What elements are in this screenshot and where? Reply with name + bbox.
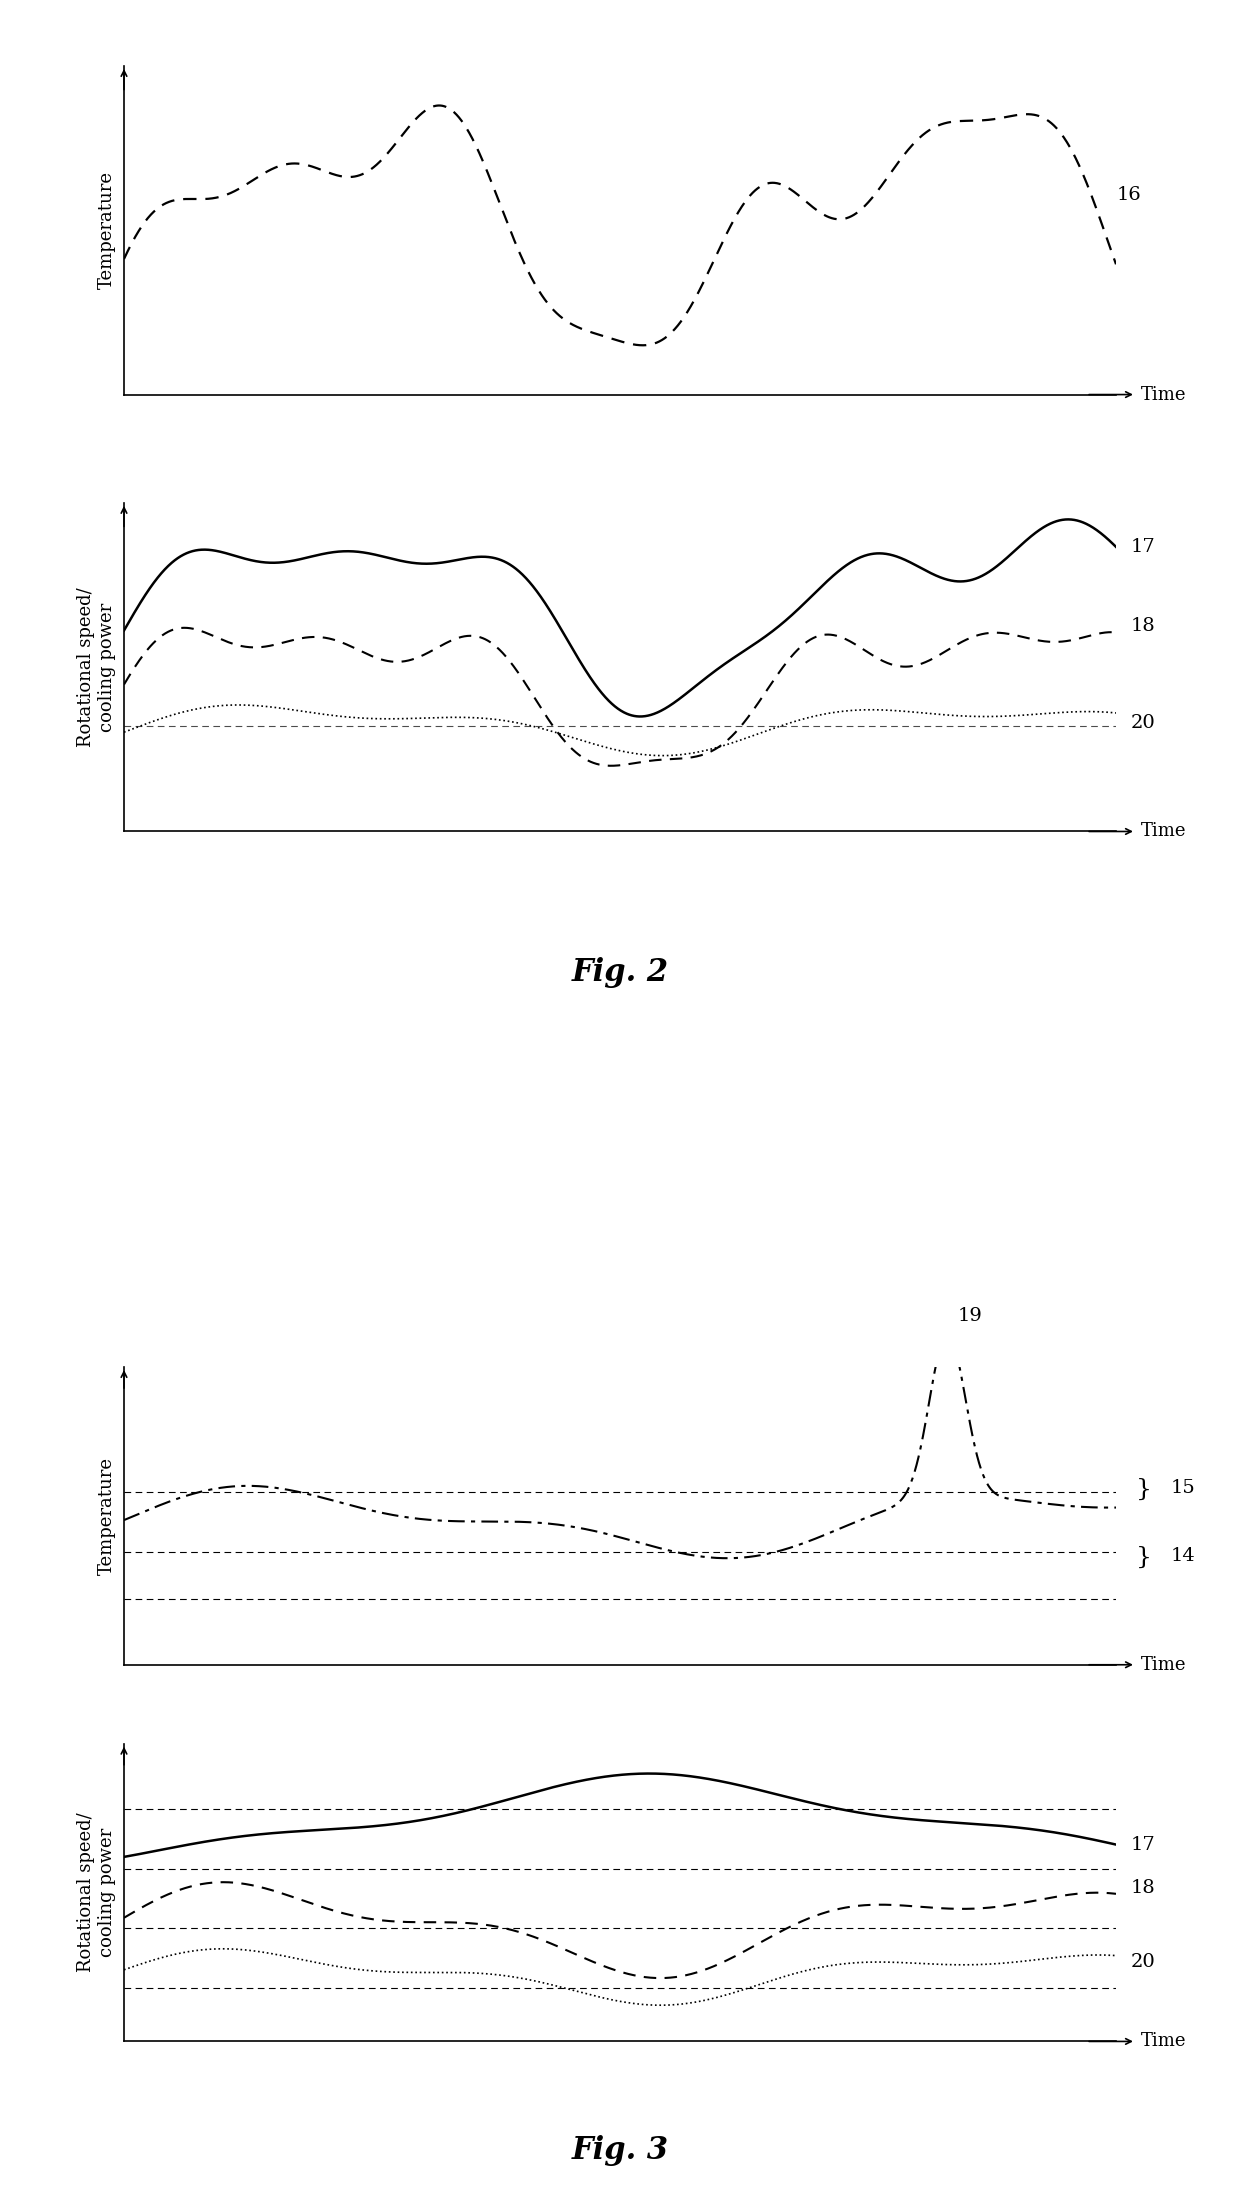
Text: 19: 19 — [957, 1306, 982, 1326]
Text: 16: 16 — [1116, 185, 1141, 203]
Text: }: } — [1136, 1478, 1152, 1500]
Text: 18: 18 — [1131, 617, 1156, 634]
Text: Time: Time — [1141, 1656, 1187, 1674]
Y-axis label: Rotational speed/
cooling power: Rotational speed/ cooling power — [77, 1812, 115, 1973]
Text: Fig. 2: Fig. 2 — [572, 958, 668, 989]
Y-axis label: Temperature: Temperature — [98, 172, 115, 288]
Y-axis label: Temperature: Temperature — [98, 1458, 115, 1574]
Y-axis label: Rotational speed/
cooling power: Rotational speed/ cooling power — [77, 588, 115, 746]
Text: Time: Time — [1141, 385, 1187, 403]
Text: 18: 18 — [1131, 1878, 1156, 1896]
Text: 17: 17 — [1131, 537, 1156, 555]
Text: 14: 14 — [1171, 1548, 1195, 1566]
Text: 15: 15 — [1171, 1480, 1195, 1497]
Text: 20: 20 — [1131, 713, 1156, 731]
Text: 20: 20 — [1131, 1953, 1156, 1971]
Text: }: } — [1136, 1546, 1152, 1570]
Text: Time: Time — [1141, 2032, 1187, 2050]
Text: 17: 17 — [1131, 1836, 1156, 1854]
Text: Time: Time — [1141, 824, 1187, 841]
Text: Fig. 3: Fig. 3 — [572, 2134, 668, 2167]
